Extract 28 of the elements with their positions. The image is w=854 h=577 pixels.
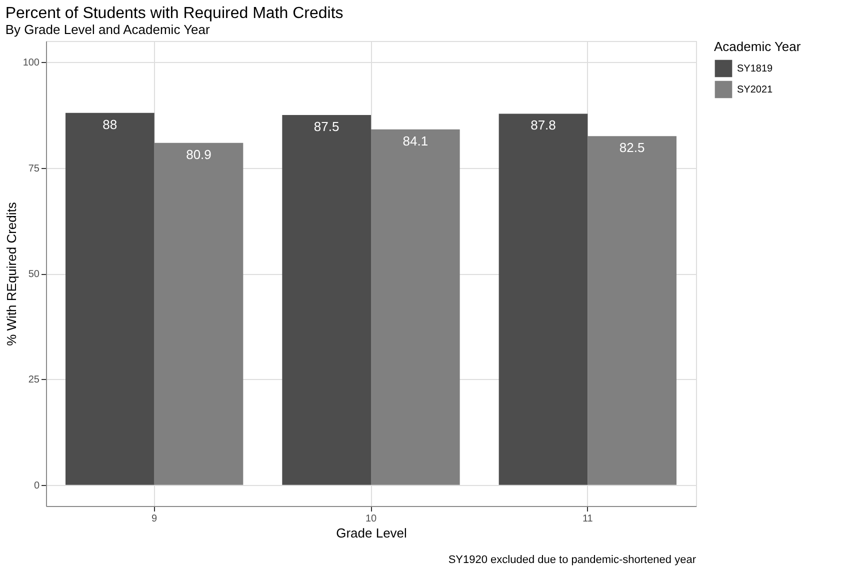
data-label: 87.5 — [314, 118, 340, 134]
bar — [66, 112, 154, 485]
data-label: 84.1 — [402, 133, 428, 148]
y-tick-label: 100 — [22, 58, 40, 69]
bar — [371, 129, 460, 485]
y-axis-title: % With REquired Credits — [4, 202, 19, 346]
legend-label: SY2021 — [737, 84, 774, 96]
legend-label: SY1819 — [737, 64, 774, 74]
bar — [498, 114, 588, 485]
legend-title: Academic Year — [714, 39, 802, 54]
bar — [282, 114, 371, 485]
data-label: 82.5 — [619, 140, 645, 156]
x-axis-title: Grade Level — [336, 526, 408, 540]
x-tick-label: 10 — [365, 514, 377, 524]
data-label: 87.8 — [530, 118, 556, 133]
bar — [588, 136, 676, 485]
y-tick-label: 75 — [28, 163, 40, 174]
text: SY1920 excluded due to pandemic-shortened year — [448, 554, 696, 566]
y-tick-label: 25 — [28, 374, 40, 386]
data-label: 80.9 — [186, 146, 212, 162]
chart-subtitle: By Grade Level and Academic Year — [5, 22, 211, 37]
data-label: 88 — [102, 116, 118, 132]
y-tick-label: 0 — [34, 480, 40, 492]
bar — [154, 142, 244, 485]
x-tick-label: 9 — [152, 514, 158, 524]
y-tick-label: 50 — [28, 269, 40, 280]
chart-title: Percent of Students with Required Math Credits — [5, 5, 344, 22]
x-tick-label: 11 — [582, 514, 594, 524]
